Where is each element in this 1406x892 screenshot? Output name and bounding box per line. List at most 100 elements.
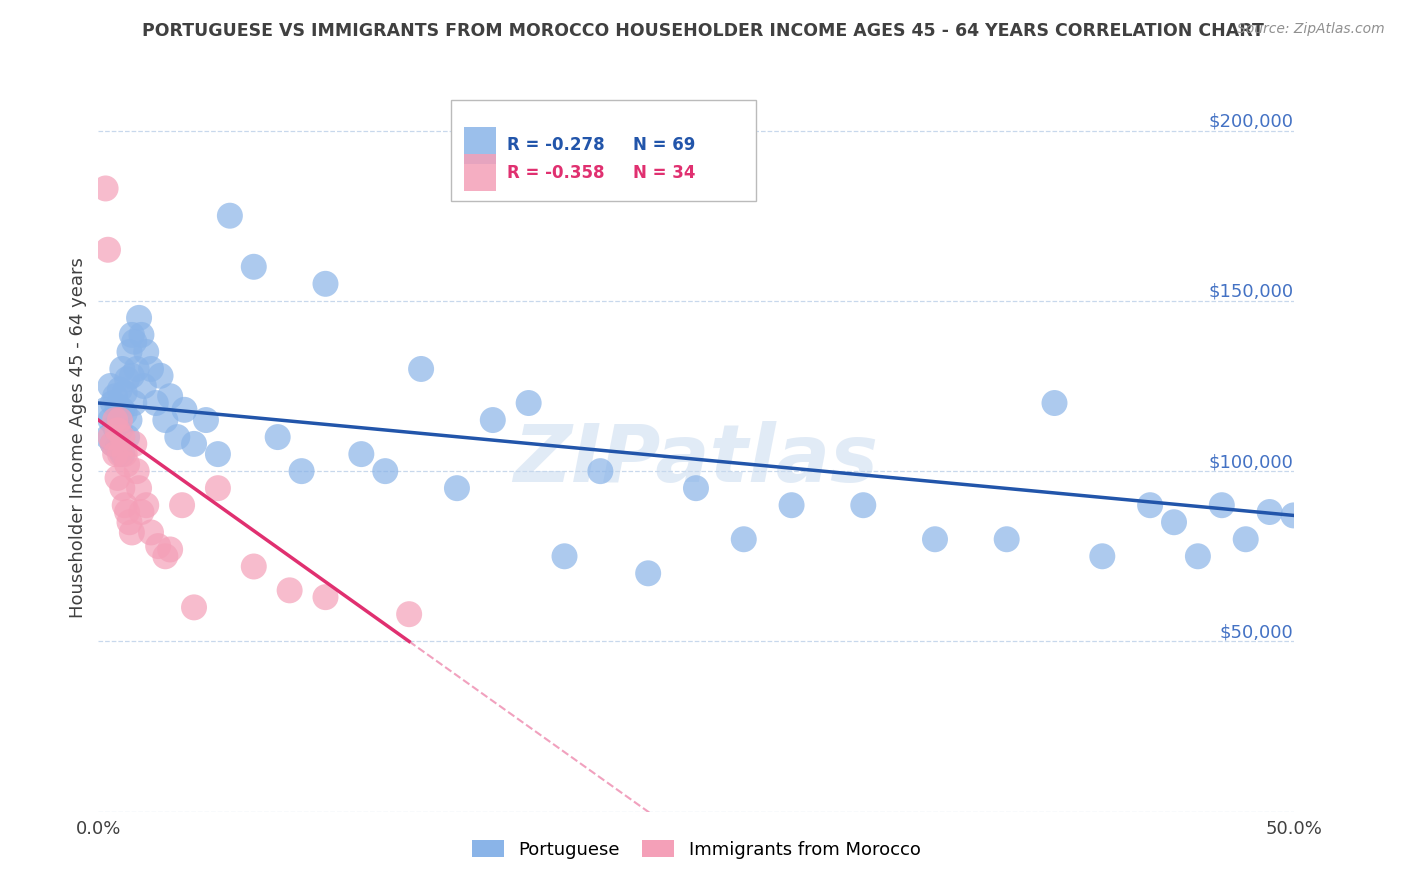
Text: R = -0.278: R = -0.278 [508, 136, 605, 154]
Point [1187, 549, 1209, 564]
Point [97, 243, 120, 257]
Point [124, 334, 146, 349]
Point [94, 181, 117, 195]
Point [124, 396, 146, 410]
Point [173, 402, 195, 417]
Point [125, 464, 148, 478]
Point [780, 498, 803, 512]
Point [995, 533, 1018, 547]
Point [1282, 508, 1305, 523]
Point [124, 437, 146, 451]
Point [135, 498, 157, 512]
Point [104, 447, 127, 461]
Point [104, 413, 127, 427]
Point [132, 379, 155, 393]
Point [446, 481, 468, 495]
Point [1091, 549, 1114, 564]
Point [111, 430, 134, 444]
Point [148, 539, 170, 553]
FancyBboxPatch shape [464, 127, 496, 164]
Text: $50,000: $50,000 [1220, 624, 1294, 641]
Point [118, 413, 141, 427]
Point [131, 327, 153, 342]
Point [685, 481, 707, 495]
Point [1043, 396, 1066, 410]
Point [104, 389, 127, 403]
Point [118, 515, 141, 529]
Point [1163, 515, 1185, 529]
Point [115, 372, 138, 386]
Point [195, 413, 218, 427]
Point [108, 447, 131, 461]
Point [183, 437, 205, 451]
Point [589, 464, 612, 478]
Point [104, 420, 127, 434]
FancyBboxPatch shape [464, 154, 496, 192]
Point [98, 379, 122, 393]
Point [115, 430, 138, 444]
Point [207, 447, 229, 461]
Text: Source: ZipAtlas.com: Source: ZipAtlas.com [1237, 22, 1385, 37]
Point [115, 458, 138, 472]
Point [139, 362, 162, 376]
Point [111, 447, 134, 461]
Point [128, 481, 150, 495]
Point [94, 402, 117, 417]
Point [243, 260, 266, 274]
Point [125, 362, 148, 376]
Point [517, 396, 540, 410]
Point [291, 464, 314, 478]
Point [135, 345, 157, 359]
Point [115, 505, 138, 519]
Point [108, 383, 131, 397]
Point [107, 423, 129, 437]
Point [267, 430, 290, 444]
Point [159, 542, 181, 557]
Point [398, 607, 420, 622]
Point [101, 437, 124, 451]
Point [131, 505, 153, 519]
Point [118, 345, 141, 359]
Point [219, 209, 242, 223]
Text: PORTUGUESE VS IMMIGRANTS FROM MOROCCO HOUSEHOLDER INCOME AGES 45 - 64 YEARS CORR: PORTUGUESE VS IMMIGRANTS FROM MOROCCO HO… [142, 22, 1264, 40]
Point [852, 498, 875, 512]
Point [101, 437, 124, 451]
Text: $200,000: $200,000 [1209, 112, 1294, 130]
Point [481, 413, 505, 427]
Point [1211, 498, 1233, 512]
Point [1234, 533, 1257, 547]
Point [114, 406, 136, 420]
Text: N = 34: N = 34 [633, 164, 695, 182]
Point [98, 430, 122, 444]
Text: ZIPatlas: ZIPatlas [513, 420, 879, 499]
Point [107, 440, 129, 454]
Point [128, 310, 150, 325]
Point [108, 413, 131, 427]
Point [139, 525, 162, 540]
Point [114, 447, 136, 461]
Point [350, 447, 373, 461]
Point [183, 600, 205, 615]
Point [107, 400, 129, 414]
Point [243, 559, 266, 574]
Point [114, 385, 136, 400]
Point [111, 481, 134, 495]
FancyBboxPatch shape [451, 100, 756, 201]
Point [149, 368, 172, 383]
Point [411, 362, 433, 376]
Point [107, 471, 129, 485]
Point [101, 396, 124, 410]
Text: N = 69: N = 69 [633, 136, 695, 154]
Point [315, 277, 337, 291]
Point [121, 525, 143, 540]
Text: $150,000: $150,000 [1208, 283, 1294, 301]
Point [111, 362, 134, 376]
Point [637, 566, 659, 581]
Text: $100,000: $100,000 [1209, 453, 1294, 471]
Text: R = -0.358: R = -0.358 [508, 164, 605, 182]
Point [155, 549, 177, 564]
Point [159, 389, 181, 403]
Point [1258, 505, 1281, 519]
Point [278, 583, 301, 598]
Point [98, 413, 122, 427]
